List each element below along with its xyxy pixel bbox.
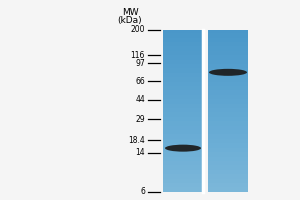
Text: 116: 116: [130, 51, 145, 60]
Text: 44: 44: [135, 95, 145, 104]
Text: 18.4: 18.4: [128, 136, 145, 145]
Text: MW: MW: [122, 8, 138, 17]
Text: 200: 200: [130, 25, 145, 34]
Text: 29: 29: [135, 115, 145, 124]
Text: (kDa): (kDa): [118, 16, 142, 25]
Ellipse shape: [209, 69, 247, 76]
Text: 14: 14: [135, 148, 145, 157]
Text: 66: 66: [135, 77, 145, 86]
Text: 97: 97: [135, 59, 145, 68]
Text: 6: 6: [140, 188, 145, 196]
Ellipse shape: [165, 145, 201, 152]
